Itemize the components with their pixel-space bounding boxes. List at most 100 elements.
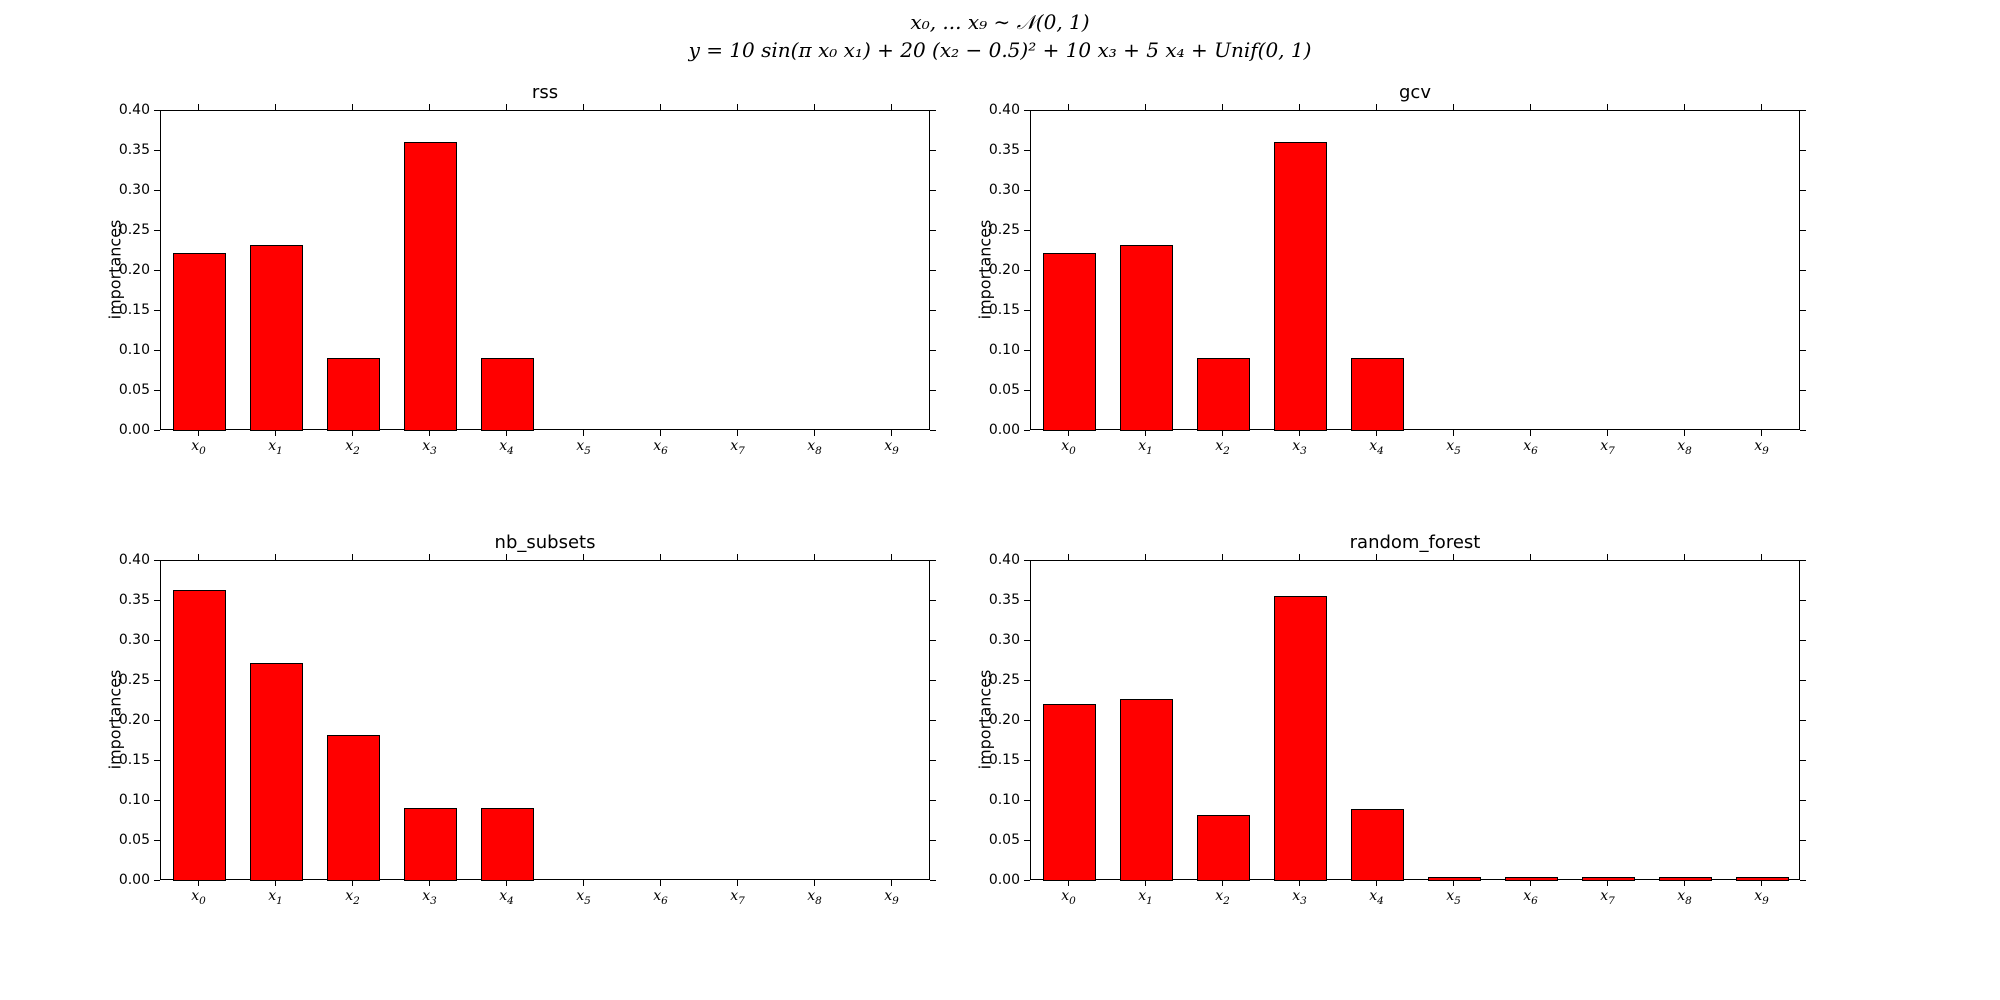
x-tick-label: x3 [1285,438,1315,457]
plot-area [1030,110,1800,430]
x-tick [1068,554,1069,560]
y-tick [1024,350,1030,351]
x-tick [352,430,353,436]
y-tick-label: 0.40 [110,102,150,118]
y-tick [930,760,936,761]
x-tick-label: x8 [800,438,830,457]
x-tick-label: x1 [1131,888,1161,907]
x-tick [1453,430,1454,436]
y-tick [154,800,160,801]
x-tick-label: x0 [184,888,214,907]
subplot-nb_subsets: nb_subsetsimportances0.000.050.100.150.2… [160,560,930,880]
subplot-random_forest: random_forestimportances0.000.050.100.15… [1030,560,1800,880]
y-tick [154,270,160,271]
y-tick [930,840,936,841]
x-tick [352,554,353,560]
x-tick [814,104,815,110]
y-tick [1024,230,1030,231]
y-tick [930,310,936,311]
y-tick [1800,600,1806,601]
figure: x₀, ... x₉ ∼ 𝒩(0, 1) y = 10 sin(π x₀ x₁)… [0,0,2000,1000]
x-tick [891,104,892,110]
x-tick [1453,880,1454,886]
y-tick [1800,230,1806,231]
x-tick [1684,104,1685,110]
x-tick-label: x8 [1670,438,1700,457]
y-tick [930,150,936,151]
x-tick [737,430,738,436]
y-tick [1800,680,1806,681]
y-tick [1800,880,1806,881]
x-tick [1607,554,1608,560]
subplot-rss: rssimportances0.000.050.100.150.200.250.… [160,110,930,430]
x-tick [737,104,738,110]
x-tick-label: x6 [646,888,676,907]
bar [481,358,535,431]
y-tick-label: 0.25 [980,222,1020,238]
x-tick [814,554,815,560]
y-tick-label: 0.05 [110,382,150,398]
x-tick-label: x7 [1593,438,1623,457]
y-tick [154,680,160,681]
bar [173,590,227,881]
x-tick [660,554,661,560]
bar [1120,245,1174,431]
y-tick [1800,720,1806,721]
y-tick [930,270,936,271]
subplot-title: nb_subsets [160,532,930,553]
y-tick [930,350,936,351]
x-tick [1530,880,1531,886]
x-tick [352,880,353,886]
bar [1120,699,1174,881]
x-tick [429,104,430,110]
y-tick [1024,800,1030,801]
bar [173,253,227,431]
y-tick [154,600,160,601]
x-tick [1222,554,1223,560]
y-tick [1800,190,1806,191]
y-tick [1024,310,1030,311]
y-tick [1800,150,1806,151]
figure-suptitle-line1: x₀, ... x₉ ∼ 𝒩(0, 1) [0,10,2000,34]
bar [1582,877,1636,881]
x-tick-label: x2 [1208,438,1238,457]
y-tick-label: 0.25 [110,672,150,688]
y-tick-label: 0.10 [980,342,1020,358]
figure-suptitle-line2: y = 10 sin(π x₀ x₁) + 20 (x₂ − 0.5)² + 1… [0,38,2000,62]
x-tick [814,430,815,436]
x-tick [1607,430,1608,436]
x-tick [583,430,584,436]
y-tick-label: 0.05 [980,382,1020,398]
x-tick-label: x4 [492,438,522,457]
x-tick [660,104,661,110]
x-tick-label: x5 [1439,888,1469,907]
y-tick [930,680,936,681]
x-tick [583,104,584,110]
y-tick [154,310,160,311]
x-tick [506,104,507,110]
plot-area [1030,560,1800,880]
x-tick [275,880,276,886]
bar [1197,815,1251,881]
y-tick [1800,760,1806,761]
x-tick [1299,430,1300,436]
x-tick [660,880,661,886]
x-tick [198,104,199,110]
y-tick [154,190,160,191]
x-tick [1145,880,1146,886]
x-tick [506,554,507,560]
x-tick [1068,880,1069,886]
y-tick [1800,640,1806,641]
x-tick [1068,430,1069,436]
x-tick [1299,880,1300,886]
x-tick [1145,430,1146,436]
y-tick [1800,310,1806,311]
bar [1043,704,1097,881]
bar [481,808,535,881]
x-tick [1068,104,1069,110]
y-tick-label: 0.15 [980,752,1020,768]
y-tick [930,600,936,601]
subplot-title: rss [160,82,930,103]
x-tick [1376,430,1377,436]
y-tick [154,760,160,761]
